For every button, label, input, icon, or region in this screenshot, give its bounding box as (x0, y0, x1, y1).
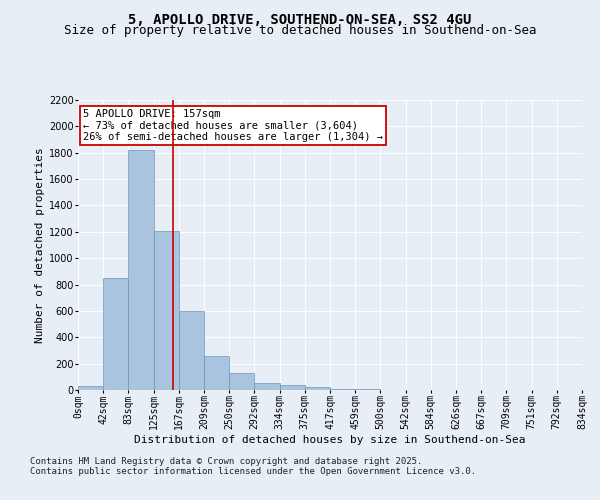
Text: 5, APOLLO DRIVE, SOUTHEND-ON-SEA, SS2 4GU: 5, APOLLO DRIVE, SOUTHEND-ON-SEA, SS2 4G… (128, 12, 472, 26)
Bar (78, 386, 103, 390)
Bar (229, 373, 254, 390)
Bar (330, 388, 355, 390)
Bar (179, 311, 204, 390)
Text: Size of property relative to detached houses in Southend-on-Sea: Size of property relative to detached ho… (64, 24, 536, 37)
Text: Contains public sector information licensed under the Open Government Licence v3: Contains public sector information licen… (30, 468, 476, 476)
Bar (305, 386, 330, 390)
Bar (280, 384, 305, 390)
Bar (128, 150, 154, 390)
Bar (103, 278, 128, 390)
X-axis label: Distribution of detached houses by size in Southend-on-Sea: Distribution of detached houses by size … (134, 435, 526, 445)
Bar (204, 356, 229, 390)
Text: 5 APOLLO DRIVE: 157sqm
← 73% of detached houses are smaller (3,604)
26% of semi-: 5 APOLLO DRIVE: 157sqm ← 73% of detached… (83, 108, 383, 142)
Text: Contains HM Land Registry data © Crown copyright and database right 2025.: Contains HM Land Registry data © Crown c… (30, 458, 422, 466)
Y-axis label: Number of detached properties: Number of detached properties (35, 147, 45, 343)
Bar (254, 384, 280, 390)
Bar (154, 230, 179, 390)
